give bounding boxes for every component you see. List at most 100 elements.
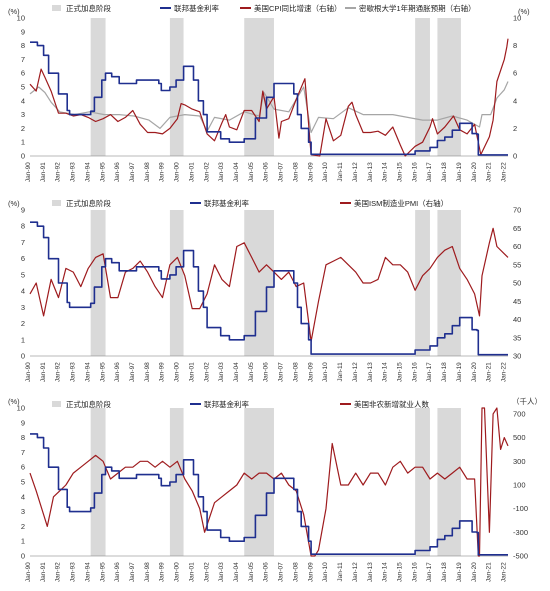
left-unit-label: (%) xyxy=(8,397,20,406)
series-line-fed xyxy=(30,433,508,556)
shaded-period-5 xyxy=(437,18,461,156)
x-tick-label: Jan-91 xyxy=(40,362,47,382)
legend-label: 正式加息阶段 xyxy=(66,399,111,409)
series-line-red xyxy=(29,407,509,557)
x-tick-label: Jan-19 xyxy=(456,162,463,182)
left-tick-label: 2 xyxy=(21,124,25,133)
left-tick-label: 1 xyxy=(21,138,25,147)
legend-swatch-shade xyxy=(52,5,61,11)
left-tick-label: 4 xyxy=(21,287,25,296)
right-tick-label: 4 xyxy=(513,96,517,105)
x-tick-label: Jan-05 xyxy=(248,362,255,382)
right-tick-label: 6 xyxy=(513,69,517,78)
x-tick-label: Jan-22 xyxy=(501,562,508,582)
x-tick-label: Jan-22 xyxy=(501,162,508,182)
x-tick-label: Jan-90 xyxy=(25,562,32,582)
x-tick-label: Jan-11 xyxy=(337,162,344,182)
x-tick-label: Jan-21 xyxy=(486,562,493,582)
shaded-period-1 xyxy=(90,18,106,156)
x-tick-label: Jan-18 xyxy=(441,162,448,182)
left-tick-label: 1 xyxy=(21,537,25,546)
x-tick-label: Jan-95 xyxy=(99,562,106,582)
x-tick-label: Jan-07 xyxy=(278,562,285,582)
x-tick-label: Jan-16 xyxy=(411,562,418,582)
right-tick-label: 500 xyxy=(513,433,526,442)
x-tick-label: Jan-97 xyxy=(129,562,136,582)
x-tick-label: Jan-92 xyxy=(55,362,62,382)
x-tick-label: Jan-18 xyxy=(441,362,448,382)
x-tick-label: Jan-02 xyxy=(203,362,210,382)
x-tick-label: Jan-20 xyxy=(471,162,478,182)
x-tick-label: Jan-03 xyxy=(218,562,225,582)
shaded-period-3 xyxy=(244,210,274,356)
right-tick-label: 10 xyxy=(513,14,521,23)
x-tick-label: Jan-10 xyxy=(322,162,329,182)
right-unit-label: (%) xyxy=(518,7,530,16)
x-tick-label: Jan-14 xyxy=(382,562,389,582)
x-tick-label: Jan-07 xyxy=(278,162,285,182)
x-tick-label: Jan-02 xyxy=(203,162,210,182)
left-tick-label: 3 xyxy=(21,303,25,312)
legend-label: 正式加息阶段 xyxy=(66,3,111,13)
x-tick-label: Jan-95 xyxy=(99,362,106,382)
right-tick-label: 30 xyxy=(513,352,521,361)
x-tick-label: Jan-01 xyxy=(188,362,195,382)
left-tick-label: 7 xyxy=(21,238,25,247)
x-tick-label: Jan-00 xyxy=(174,562,181,582)
right-tick-label: 2 xyxy=(513,124,517,133)
x-tick-label: Jan-95 xyxy=(99,162,106,182)
legend-swatch-shade xyxy=(52,200,61,206)
x-tick-label: Jan-20 xyxy=(471,362,478,382)
legend-label: 正式加息阶段 xyxy=(66,198,111,208)
x-tick-label: Jan-01 xyxy=(188,562,195,582)
left-unit-label: (%) xyxy=(8,199,20,208)
right-tick-label: -300 xyxy=(513,528,528,537)
legend-label: 美国ISM制造业PMI（右轴） xyxy=(354,198,448,208)
series-line-fed xyxy=(30,41,508,156)
x-tick-label: Jan-92 xyxy=(55,562,62,582)
shaded-period-4 xyxy=(415,210,430,356)
legend-swatch-shade xyxy=(52,401,61,407)
shaded-period-2 xyxy=(169,210,184,356)
right-tick-label: 100 xyxy=(513,480,526,489)
left-tick-label: 2 xyxy=(21,319,25,328)
x-tick-label: Jan-22 xyxy=(501,362,508,382)
x-tick-label: Jan-09 xyxy=(307,362,314,382)
x-tick-label: Jan-11 xyxy=(337,362,344,382)
left-tick-label: 6 xyxy=(21,463,25,472)
right-tick-label: 300 xyxy=(513,457,526,466)
left-tick-label: 7 xyxy=(21,448,25,457)
left-tick-label: 9 xyxy=(21,418,25,427)
x-tick-label: Jan-03 xyxy=(218,162,225,182)
series-line-fed xyxy=(30,221,508,356)
x-tick-label: Jan-14 xyxy=(382,162,389,182)
x-tick-label: Jan-21 xyxy=(486,162,493,182)
x-tick-label: Jan-04 xyxy=(233,362,240,382)
right-tick-label: 70 xyxy=(513,206,521,215)
left-tick-label: 8 xyxy=(21,433,25,442)
left-tick-label: 7 xyxy=(21,55,25,64)
x-tick-label: Jan-91 xyxy=(40,162,47,182)
x-tick-label: Jan-15 xyxy=(397,162,404,182)
x-tick-label: Jan-11 xyxy=(337,562,344,582)
right-tick-label: 65 xyxy=(513,224,521,233)
x-tick-label: Jan-16 xyxy=(411,162,418,182)
legend-label: 美国CPI同比增速（右轴） xyxy=(254,3,342,13)
x-tick-label: Jan-12 xyxy=(352,562,359,582)
left-tick-label: 10 xyxy=(17,404,25,413)
x-tick-label: Jan-94 xyxy=(84,162,91,182)
x-tick-label: Jan-99 xyxy=(159,162,166,182)
x-tick-label: Jan-13 xyxy=(367,362,374,382)
x-tick-label: Jan-08 xyxy=(292,362,299,382)
legend-label: 密歇根大学1年期通胀预期（右轴） xyxy=(359,3,476,13)
series-line-red xyxy=(29,227,509,342)
left-tick-label: 6 xyxy=(21,69,25,78)
x-tick-label: Jan-12 xyxy=(352,362,359,382)
x-tick-label: Jan-03 xyxy=(218,362,225,382)
x-tick-label: Jan-94 xyxy=(84,362,91,382)
right-tick-label: 55 xyxy=(513,260,521,269)
right-tick-label: 35 xyxy=(513,333,521,342)
left-tick-label: 4 xyxy=(21,492,25,501)
